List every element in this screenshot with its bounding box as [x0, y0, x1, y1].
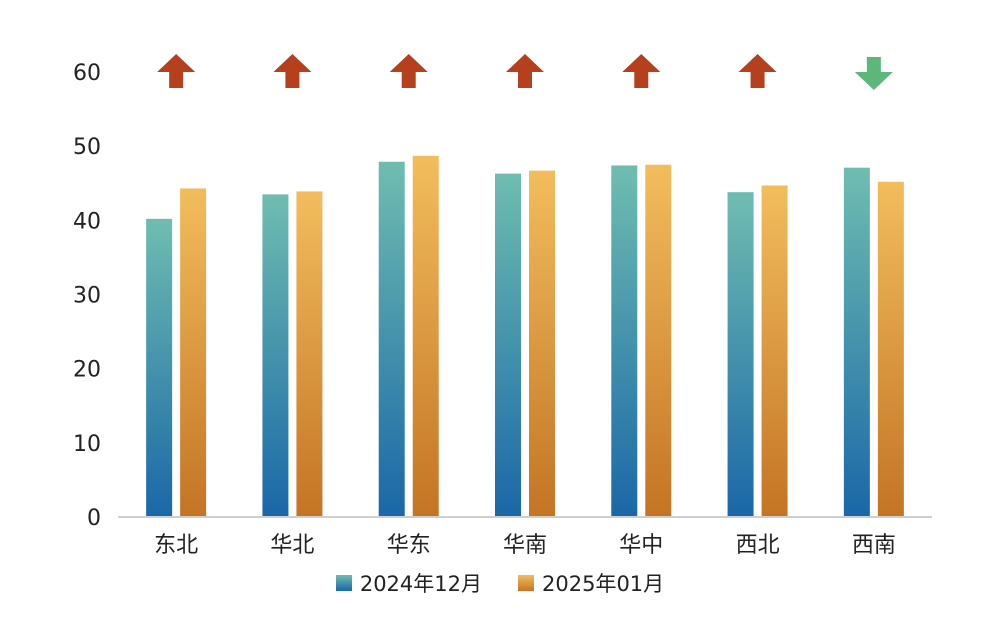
bar-2024-12 — [146, 218, 173, 517]
bar-2024-12 — [378, 161, 405, 517]
bar-2024-12 — [495, 173, 521, 517]
y-tick-label: 60 — [73, 61, 101, 86]
x-tick-label: 华南 — [503, 533, 547, 558]
arrow-up-icon — [273, 54, 312, 88]
x-tick-label: 华东 — [387, 533, 431, 558]
bar-2025-01 — [412, 155, 439, 517]
arrow-down-icon — [854, 57, 893, 90]
y-tick-label: 0 — [87, 506, 101, 531]
y-tick-label: 40 — [73, 209, 101, 234]
y-tick-label: 50 — [73, 135, 101, 160]
y-tick-label: 20 — [73, 358, 101, 383]
legend-item-2025-01: 2025年01月 — [518, 568, 664, 598]
y-tick-label: 10 — [73, 432, 101, 457]
bar-2025-01 — [645, 164, 672, 518]
arrow-up-icon — [622, 54, 661, 88]
x-tick-label: 西北 — [736, 533, 780, 558]
legend-swatch-2024-12 — [335, 575, 352, 591]
legend-label-2025-01: 2025年01月 — [542, 572, 665, 596]
bar-2025-01 — [180, 188, 207, 518]
x-tick-label: 东北 — [154, 533, 198, 558]
bar-2024-12 — [611, 165, 638, 517]
x-tick-label: 华中 — [619, 533, 663, 558]
arrow-up-icon — [157, 54, 196, 88]
legend: 2024年12月 2025年01月 — [0, 568, 1000, 598]
legend-swatch-2025-01 — [518, 575, 534, 591]
arrow-up-icon — [389, 54, 428, 88]
bar-2025-01 — [529, 170, 555, 517]
bar-2025-01 — [761, 185, 788, 517]
bar-2024-12 — [262, 194, 289, 517]
bar-2025-01 — [296, 191, 323, 518]
bar-2024-12 — [727, 192, 754, 517]
bar-2024-12 — [843, 167, 870, 518]
trend-arrows — [157, 54, 893, 90]
arrow-up-icon — [738, 54, 777, 88]
y-tick-label: 30 — [73, 284, 101, 309]
x-axis-labels: 东北 华北 华东 华南 华中 西北 西南 — [154, 533, 896, 558]
legend-label-2024-12: 2024年12月 — [359, 572, 482, 596]
bar-2025-01 — [877, 181, 904, 517]
x-tick-label: 西南 — [852, 533, 896, 558]
bars — [146, 155, 904, 518]
y-axis: 0 10 20 30 40 50 60 — [73, 61, 101, 531]
arrow-up-icon — [506, 54, 544, 88]
x-tick-label: 华北 — [270, 533, 314, 558]
legend-item-2024-12: 2024年12月 — [335, 568, 482, 598]
